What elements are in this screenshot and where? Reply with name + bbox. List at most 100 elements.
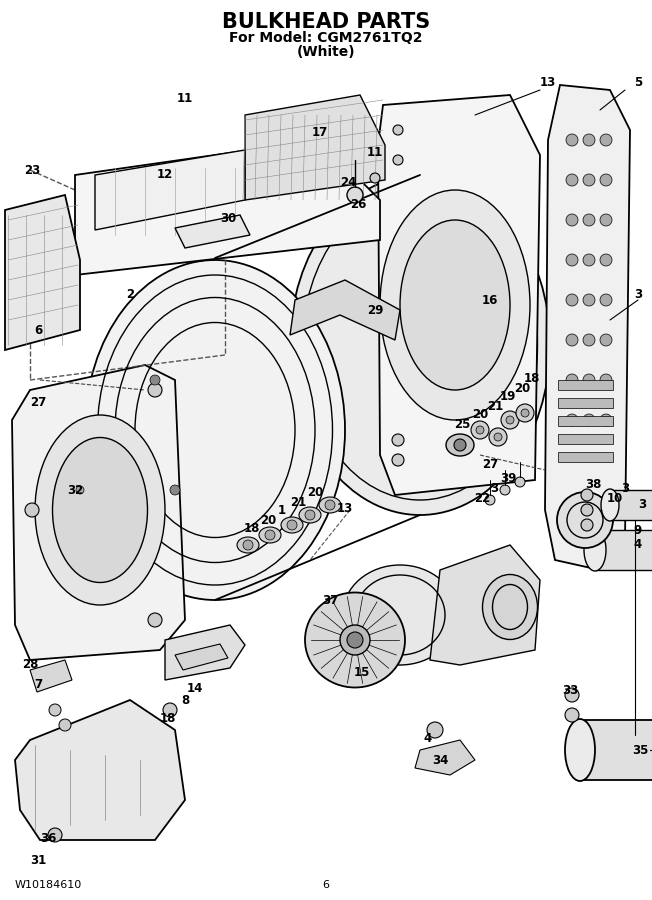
Text: 38: 38 xyxy=(585,479,601,491)
Text: 1: 1 xyxy=(278,503,286,517)
Text: 7: 7 xyxy=(34,679,42,691)
Circle shape xyxy=(600,134,612,146)
Circle shape xyxy=(583,334,595,346)
Text: 3: 3 xyxy=(490,482,498,494)
Circle shape xyxy=(565,688,579,702)
Circle shape xyxy=(566,294,578,306)
Text: 15: 15 xyxy=(354,665,370,679)
Circle shape xyxy=(170,485,180,495)
Text: 19: 19 xyxy=(500,391,516,403)
Text: W10184610: W10184610 xyxy=(15,880,82,890)
Polygon shape xyxy=(415,740,475,775)
Circle shape xyxy=(148,383,162,397)
Text: 33: 33 xyxy=(562,683,578,697)
Circle shape xyxy=(516,404,534,422)
Text: 30: 30 xyxy=(220,212,236,224)
Text: 23: 23 xyxy=(24,164,40,176)
Text: 39: 39 xyxy=(500,472,516,485)
Text: 5: 5 xyxy=(634,76,642,88)
Polygon shape xyxy=(378,95,540,495)
Text: 29: 29 xyxy=(367,303,383,317)
Circle shape xyxy=(454,439,466,451)
Circle shape xyxy=(287,520,297,530)
Circle shape xyxy=(506,416,514,424)
Text: 11: 11 xyxy=(367,147,383,159)
Circle shape xyxy=(370,173,380,183)
Text: 4: 4 xyxy=(634,538,642,552)
Circle shape xyxy=(476,426,484,434)
Bar xyxy=(558,380,613,390)
Circle shape xyxy=(427,722,443,738)
Circle shape xyxy=(393,155,403,165)
Ellipse shape xyxy=(342,565,458,665)
Circle shape xyxy=(583,214,595,226)
Circle shape xyxy=(471,421,489,439)
Circle shape xyxy=(393,125,403,135)
Circle shape xyxy=(163,703,177,717)
Ellipse shape xyxy=(400,220,510,390)
Bar xyxy=(558,452,613,462)
Text: 34: 34 xyxy=(432,753,448,767)
Circle shape xyxy=(600,294,612,306)
Ellipse shape xyxy=(85,260,345,600)
Circle shape xyxy=(501,411,519,429)
Polygon shape xyxy=(5,195,80,350)
Ellipse shape xyxy=(35,415,165,605)
Polygon shape xyxy=(430,545,540,665)
Ellipse shape xyxy=(281,517,303,533)
Text: 18: 18 xyxy=(244,521,260,535)
Text: 37: 37 xyxy=(322,593,338,607)
Text: For Model: CGM2761TQ2: For Model: CGM2761TQ2 xyxy=(230,31,422,45)
Text: 27: 27 xyxy=(30,395,46,409)
Circle shape xyxy=(583,254,595,266)
Text: 28: 28 xyxy=(22,659,38,671)
Text: 8: 8 xyxy=(181,694,189,706)
Text: 31: 31 xyxy=(30,853,46,867)
Circle shape xyxy=(485,495,495,505)
Ellipse shape xyxy=(305,592,405,688)
Text: 26: 26 xyxy=(350,199,366,212)
Circle shape xyxy=(600,214,612,226)
Circle shape xyxy=(500,485,510,495)
Circle shape xyxy=(347,187,363,203)
Bar xyxy=(595,530,652,570)
Bar xyxy=(558,398,613,408)
Bar xyxy=(558,416,613,426)
Circle shape xyxy=(566,214,578,226)
Ellipse shape xyxy=(259,527,281,543)
Text: (White): (White) xyxy=(297,45,355,59)
Circle shape xyxy=(566,414,578,426)
Circle shape xyxy=(566,174,578,186)
Text: 16: 16 xyxy=(482,293,498,307)
Circle shape xyxy=(325,500,335,510)
Ellipse shape xyxy=(565,719,595,781)
Circle shape xyxy=(581,489,593,501)
Circle shape xyxy=(600,254,612,266)
Circle shape xyxy=(583,414,595,426)
Text: 36: 36 xyxy=(40,832,56,844)
Circle shape xyxy=(347,632,363,648)
Circle shape xyxy=(565,708,579,722)
Circle shape xyxy=(600,174,612,186)
Text: 3: 3 xyxy=(638,499,646,511)
Circle shape xyxy=(392,454,404,466)
Circle shape xyxy=(489,428,507,446)
Text: 4: 4 xyxy=(424,732,432,744)
Ellipse shape xyxy=(584,529,606,571)
Circle shape xyxy=(76,486,84,494)
Circle shape xyxy=(48,828,62,842)
Circle shape xyxy=(600,374,612,386)
Text: 2: 2 xyxy=(126,289,134,302)
Text: 12: 12 xyxy=(157,168,173,182)
Polygon shape xyxy=(30,660,72,692)
Text: 6: 6 xyxy=(323,880,329,890)
Text: 20: 20 xyxy=(307,487,323,500)
Circle shape xyxy=(581,504,593,516)
Text: 21: 21 xyxy=(290,496,306,508)
Polygon shape xyxy=(75,140,380,275)
Text: 32: 32 xyxy=(67,483,83,497)
Text: 14: 14 xyxy=(187,681,203,695)
Text: 11: 11 xyxy=(177,92,193,104)
Text: 20: 20 xyxy=(514,382,530,394)
Polygon shape xyxy=(245,95,385,200)
